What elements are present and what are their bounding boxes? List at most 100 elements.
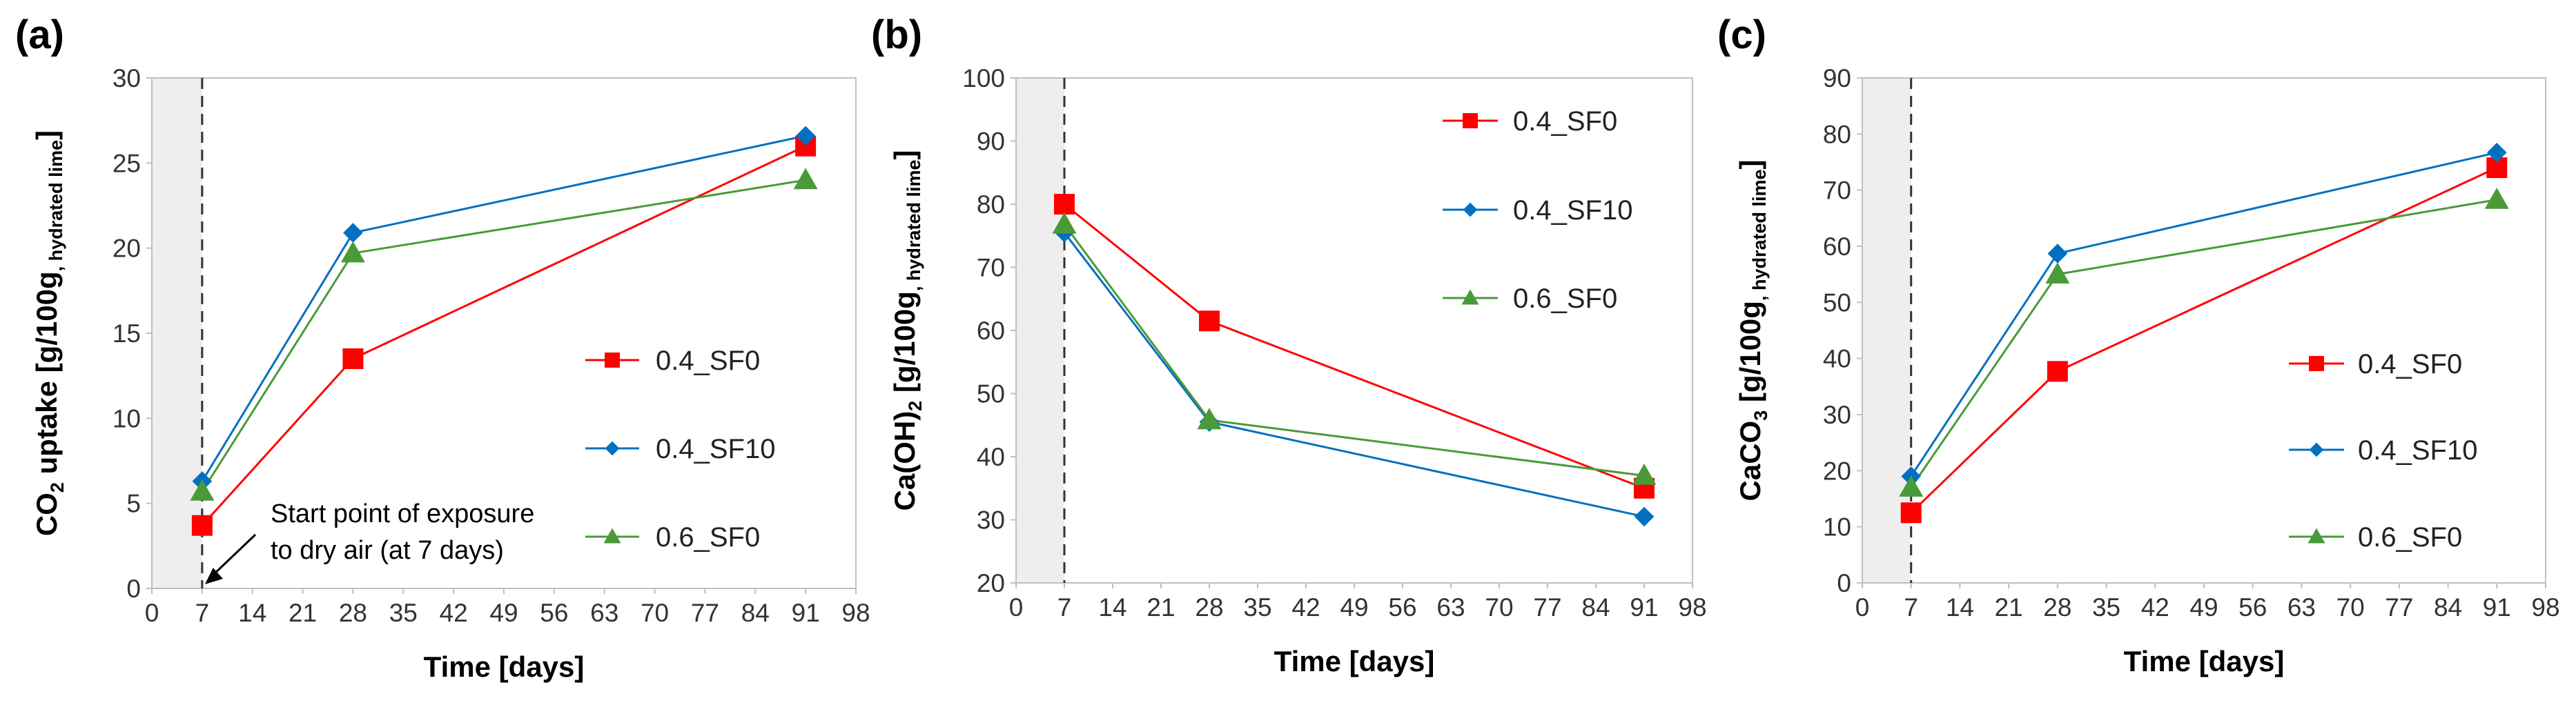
y-tick-label: 100 xyxy=(962,64,1005,92)
x-tick-label: 21 xyxy=(1995,593,2023,622)
annotation-text: to dry air (at 7 days) xyxy=(271,536,504,565)
x-tick-label: 28 xyxy=(2043,593,2071,622)
data-point-0.4_SF10 xyxy=(1634,506,1655,527)
x-tick-label: 28 xyxy=(339,599,367,627)
data-point-0.4_SF0 xyxy=(191,515,213,536)
x-tick-label: 84 xyxy=(741,599,770,627)
y-tick-label: 80 xyxy=(1823,120,1851,148)
y-tick-label: 10 xyxy=(1823,513,1851,542)
annotation-arrowhead xyxy=(204,568,223,584)
legend-marker xyxy=(1461,289,1479,305)
x-tick-label: 98 xyxy=(1678,593,1706,622)
x-tick-label: 91 xyxy=(2483,593,2511,622)
panel-letter: (c) xyxy=(1717,12,1766,57)
shaded-region xyxy=(152,78,202,588)
x-tick-label: 70 xyxy=(641,599,669,627)
y-tick-label: 70 xyxy=(977,254,1005,282)
x-tick-label: 7 xyxy=(1057,593,1072,622)
x-tick-label: 49 xyxy=(1340,593,1368,622)
chart-panel-1: (a) 0 7 14 21 28 35 42 49 56 63 70 77 84 91 98 0 5 10 15 20 2… xyxy=(15,12,870,683)
chart-panel-2: (b) 0 7 14 21 28 35 42 49 56 63 70 77 84 91 98 20 30 40 50 6… xyxy=(871,12,1707,677)
data-point-0.4_SF10 xyxy=(2047,244,2068,264)
y-tick-label: 60 xyxy=(1823,232,1851,261)
legend-marker xyxy=(2309,356,2324,371)
data-point-0.6_SF0 xyxy=(190,479,215,501)
y-tick-label: 90 xyxy=(977,128,1005,156)
annotation-arrow xyxy=(208,533,257,580)
annotation-text: Start point of exposure xyxy=(271,499,534,528)
x-tick-label: 0 xyxy=(1855,593,1870,622)
x-tick-label: 98 xyxy=(2531,593,2559,622)
y-tick-label: 40 xyxy=(977,443,1005,471)
y-tick-label: 50 xyxy=(977,380,1005,408)
x-tick-label: 91 xyxy=(1630,593,1658,622)
y-tick-label: 40 xyxy=(1823,345,1851,373)
x-tick-label: 0 xyxy=(1009,593,1024,622)
x-tick-label: 70 xyxy=(2336,593,2365,622)
y-tick-label: 80 xyxy=(977,190,1005,219)
x-tick-label: 49 xyxy=(2189,593,2218,622)
data-point-0.6_SF0 xyxy=(2045,262,2070,284)
legend-marker xyxy=(605,441,620,456)
x-tick-label: 84 xyxy=(2434,593,2462,622)
plot-area xyxy=(1862,77,2546,584)
y-tick-label: 0 xyxy=(1837,569,1851,597)
data-point-0.4_SF10 xyxy=(795,126,816,146)
x-tick-label: 35 xyxy=(2092,593,2120,622)
y-tick-label: 15 xyxy=(113,319,141,348)
data-point-0.4_SF0 xyxy=(1054,194,1075,215)
x-tick-label: 77 xyxy=(2385,593,2413,622)
x-tick-label: 56 xyxy=(2238,593,2267,622)
legend-label: 0.4_SF0 xyxy=(2358,349,2462,379)
y-tick-label: 25 xyxy=(113,149,141,177)
legend-marker xyxy=(603,528,621,544)
data-point-0.6_SF0 xyxy=(340,241,365,263)
x-tick-label: 70 xyxy=(1485,593,1513,622)
y-tick-label: 0 xyxy=(126,575,141,603)
legend-label: 0.4_SF0 xyxy=(1513,106,1617,137)
legend-label: 0.4_SF10 xyxy=(2358,435,2477,466)
legend-label: 0.6_SF0 xyxy=(2358,522,2462,553)
data-point-0.4_SF10 xyxy=(2486,142,2507,163)
data-point-0.4_SF0 xyxy=(1199,310,1220,332)
legend-label: 0.4_SF10 xyxy=(1513,195,1632,226)
x-tick-label: 28 xyxy=(1195,593,1223,622)
legend-marker xyxy=(605,352,620,368)
data-point-0.4_SF10 xyxy=(343,223,363,243)
x-tick-label: 56 xyxy=(540,599,568,627)
legend-label: 0.4_SF0 xyxy=(656,346,760,376)
y-tick-label: 50 xyxy=(1823,288,1851,317)
y-axis-label: Ca(OH)2 [g/100g, hydrated lime] xyxy=(888,150,926,511)
data-point-0.4_SF0 xyxy=(342,348,364,369)
x-tick-label: 63 xyxy=(1436,593,1465,622)
y-tick-label: 30 xyxy=(977,506,1005,535)
legend-marker xyxy=(2307,528,2325,544)
shaded-region xyxy=(1862,78,1911,583)
data-point-0.6_SF0 xyxy=(1197,408,1222,430)
x-tick-label: 77 xyxy=(1533,593,1561,622)
x-tick-label: 84 xyxy=(1581,593,1610,622)
chart-panel-3: (c) 0 7 14 21 28 35 42 49 56 63 70 77 84 91 98 0 10 20 30 40… xyxy=(1717,12,2560,677)
y-tick-label: 5 xyxy=(126,490,141,518)
y-tick-label: 30 xyxy=(1823,401,1851,429)
y-tick-label: 30 xyxy=(113,64,141,92)
legend-label: 0.4_SF10 xyxy=(656,434,775,464)
y-tick-label: 20 xyxy=(1823,457,1851,485)
x-tick-label: 35 xyxy=(1243,593,1271,622)
data-point-0.6_SF0 xyxy=(793,168,818,190)
y-tick-label: 60 xyxy=(977,317,1005,345)
x-tick-label: 42 xyxy=(1291,593,1320,622)
y-axis-label: CaCO3 [g/100g, hydrated lime] xyxy=(1734,159,1771,501)
legend-label: 0.6_SF0 xyxy=(656,522,760,553)
x-tick-label: 21 xyxy=(1146,593,1175,622)
x-tick-label: 42 xyxy=(440,599,468,627)
y-tick-label: 20 xyxy=(113,235,141,263)
shaded-region xyxy=(1016,78,1064,583)
x-tick-label: 42 xyxy=(2141,593,2169,622)
legend-label: 0.6_SF0 xyxy=(1513,284,1617,314)
data-point-0.6_SF0 xyxy=(1052,212,1077,234)
x-tick-label: 35 xyxy=(389,599,418,627)
x-tick-label: 7 xyxy=(195,599,210,627)
panel-letter: (b) xyxy=(871,12,922,57)
